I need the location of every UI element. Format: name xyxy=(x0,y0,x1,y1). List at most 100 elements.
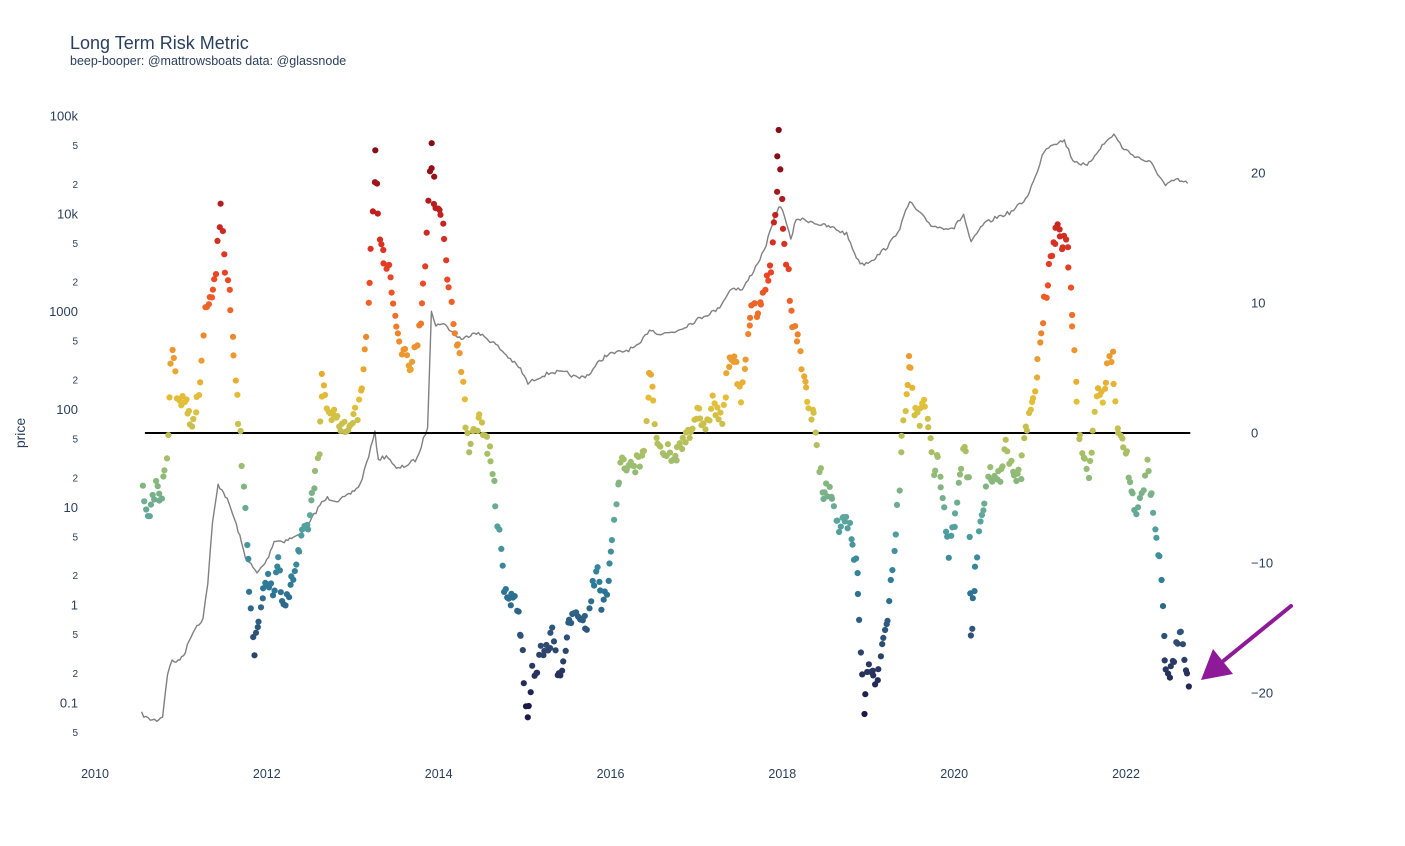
risk-dot xyxy=(676,440,683,447)
risk-dot xyxy=(1110,348,1117,355)
risk-dot xyxy=(966,533,973,541)
risk-dot xyxy=(428,140,435,147)
risk-dot xyxy=(524,714,531,721)
y-left-tick-label: 2 xyxy=(72,669,78,680)
y-left-tick-label: 5 xyxy=(72,337,78,348)
risk-dot xyxy=(682,439,689,446)
risk-dot xyxy=(276,567,283,574)
risk-dot xyxy=(1018,452,1025,459)
risk-dot xyxy=(386,261,393,268)
risk-dot xyxy=(1112,398,1119,405)
risk-dot xyxy=(849,541,856,548)
risk-dot xyxy=(1040,320,1047,327)
risk-dot xyxy=(451,330,458,337)
risk-dot xyxy=(902,408,909,415)
risk-dot xyxy=(334,413,341,420)
price-line-layer xyxy=(140,133,1189,722)
risk-dot xyxy=(834,517,841,524)
risk-dot xyxy=(879,641,886,648)
risk-dot xyxy=(1044,282,1051,289)
risk-dot xyxy=(1067,284,1075,291)
risk-dot xyxy=(1023,427,1030,434)
risk-dot xyxy=(529,662,536,669)
risk-dot xyxy=(519,647,526,654)
risk-dot xyxy=(1133,511,1140,518)
risk-dot xyxy=(1049,252,1056,259)
risk-dot xyxy=(982,483,990,490)
risk-dot xyxy=(458,368,465,376)
risk-dot xyxy=(607,548,615,555)
risk-dot xyxy=(967,632,975,639)
risk-dot xyxy=(1065,264,1072,271)
risk-dot xyxy=(924,415,931,422)
risk-dot xyxy=(937,473,944,480)
risk-dot xyxy=(939,495,946,502)
risk-dot xyxy=(673,457,680,464)
risk-dot xyxy=(636,463,643,470)
risk-dot xyxy=(392,312,399,319)
risk-dot xyxy=(605,577,612,585)
risk-dot xyxy=(166,394,173,401)
y-left-tick-label: 2 xyxy=(72,473,78,484)
risk-dot xyxy=(398,351,405,358)
risk-dot xyxy=(765,277,772,284)
risk-dot xyxy=(165,432,172,439)
risk-dot xyxy=(196,392,203,399)
risk-dot xyxy=(401,345,409,353)
risk-dot xyxy=(586,605,593,612)
risk-dot xyxy=(298,532,305,539)
risk-dot xyxy=(212,271,220,278)
risk-dot xyxy=(770,219,778,226)
risk-dot xyxy=(726,363,733,370)
risk-dot xyxy=(267,580,275,587)
y-left-tick-label: 5 xyxy=(72,435,78,446)
risk-dot xyxy=(1106,353,1113,360)
risk-dot xyxy=(803,384,810,391)
risk-dot xyxy=(562,647,569,655)
x-tick-label: 2014 xyxy=(425,767,453,781)
risk-dot xyxy=(448,298,455,305)
chart-subtitle: beep-booper: @mattrowsboats data: @glass… xyxy=(70,54,347,68)
risk-dot xyxy=(1144,456,1151,463)
risk-dot xyxy=(802,378,809,385)
risk-dot xyxy=(1120,444,1127,451)
risk-dot xyxy=(293,561,300,568)
risk-dot xyxy=(889,567,896,574)
risk-dot xyxy=(1177,628,1184,635)
risk-dot xyxy=(1102,379,1109,386)
risk-dot xyxy=(666,449,674,456)
risk-dot xyxy=(380,246,387,254)
risk-dot xyxy=(158,495,165,502)
risk-dot xyxy=(896,487,903,494)
risk-dot xyxy=(746,322,753,329)
risk-dot xyxy=(798,366,805,373)
risk-dot xyxy=(651,421,658,428)
risk-dot xyxy=(723,370,730,377)
y-left-tick-label: 5 xyxy=(72,630,78,641)
risk-dot xyxy=(260,585,267,592)
risk-dot xyxy=(185,407,192,415)
risk-dot xyxy=(169,346,176,354)
risk-dot xyxy=(143,506,150,513)
risk-dot xyxy=(568,619,575,627)
risk-dot xyxy=(603,591,611,598)
risk-dot xyxy=(943,528,950,535)
risk-dot xyxy=(1166,674,1173,681)
risk-dot xyxy=(856,616,863,624)
risk-dot xyxy=(717,409,724,416)
risk-dot xyxy=(962,448,969,455)
risk-dot xyxy=(511,593,518,600)
risk-dot xyxy=(563,634,571,641)
risk-dot xyxy=(830,503,838,510)
risk-dot xyxy=(417,320,425,327)
risk-dot xyxy=(1185,683,1192,690)
risk-dot xyxy=(898,432,905,439)
risk-dot xyxy=(779,195,786,203)
risk-dot xyxy=(606,560,613,567)
y-left-tick-label: 5 xyxy=(72,239,78,250)
risk-dot xyxy=(870,672,877,679)
risk-dot xyxy=(1018,476,1025,483)
risk-dot xyxy=(141,498,148,505)
risk-dot xyxy=(1015,466,1022,473)
y-right-axis: 20 10 0 −10 −20 xyxy=(1251,166,1273,701)
